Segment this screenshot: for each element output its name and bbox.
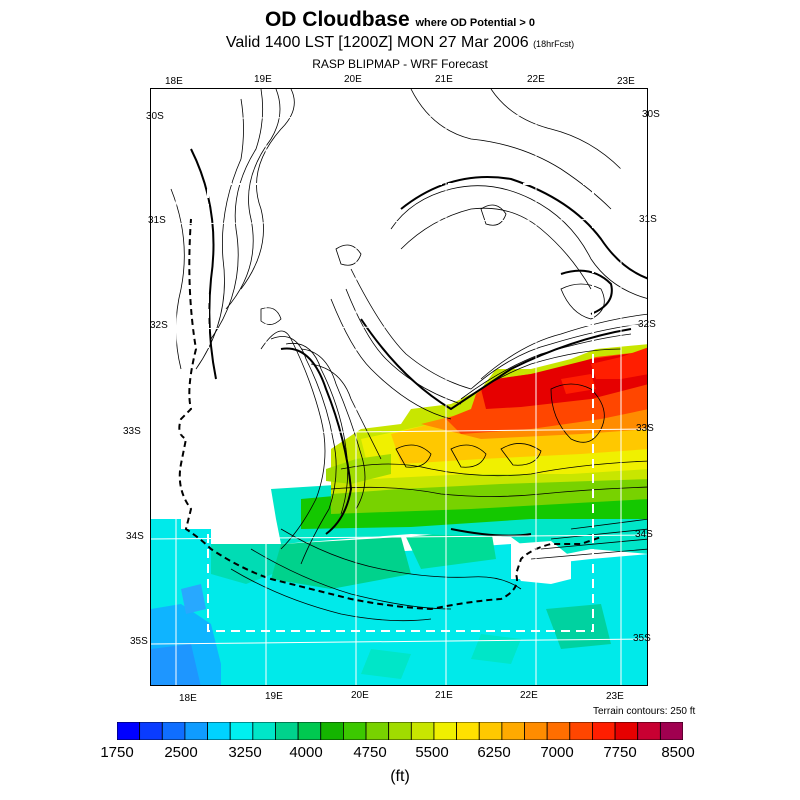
- lon-label-bottom: 18E: [179, 693, 197, 704]
- colorbar-swatch: [275, 722, 299, 740]
- colorbar-label: 7750: [603, 744, 637, 761]
- colorbar-swatch: [433, 722, 457, 740]
- colorbar-swatch: [229, 722, 254, 740]
- valid-time: Valid 1400 LST [1200Z] MON 27 Mar 2006 (…: [225, 34, 575, 51]
- colorbar-swatch: [637, 722, 661, 740]
- thick-contours: [190, 148, 647, 537]
- lat-label-left: 30S: [146, 111, 164, 122]
- lat-label-left: 35S: [130, 636, 148, 647]
- lat-label-right: 33S: [636, 423, 654, 434]
- inner-domain-box: [207, 183, 594, 632]
- colorbar-swatch: [207, 722, 231, 740]
- title-qualifier: where OD Potential > 0: [415, 17, 536, 29]
- lon-label-top: 22E: [527, 74, 545, 85]
- lat-label-right: 32S: [638, 319, 656, 330]
- lat-label-right: 35S: [633, 633, 651, 644]
- forecast-map[interactable]: [150, 88, 648, 686]
- colorbar-label: 4750: [353, 744, 387, 761]
- colorbar-swatch: [388, 722, 412, 740]
- colorbar-label: 8500: [661, 744, 695, 761]
- coastline: [178, 218, 602, 611]
- lat-label-left: 31S: [148, 215, 166, 226]
- colorbar-label: 6250: [477, 744, 511, 761]
- colorbar-swatch: [117, 722, 141, 740]
- lat-label-right: 30S: [642, 109, 660, 120]
- lon-label-bottom: 22E: [520, 690, 538, 701]
- lon-label-top: 21E: [435, 74, 453, 85]
- colorbar-swatch: [614, 722, 639, 740]
- lon-label-bottom: 23E: [606, 691, 624, 702]
- colorbar: [117, 722, 683, 740]
- colorbar-swatch: [569, 722, 593, 740]
- lat-label-left: 32S: [150, 320, 168, 331]
- map-title: OD Cloudbase where OD Potential > 0: [264, 8, 536, 31]
- colorbar-units: (ft): [390, 768, 410, 785]
- lon-label-bottom: 19E: [265, 691, 283, 702]
- colorbar-swatch: [546, 722, 571, 740]
- colorbar-swatch: [592, 722, 616, 740]
- lon-label-top: 19E: [254, 74, 272, 85]
- colorbar-label: 1750: [100, 744, 134, 761]
- colorbar-label: 3250: [228, 744, 262, 761]
- cloudbase-shading: [151, 344, 647, 685]
- colorbar-label: 4000: [289, 744, 323, 761]
- graticule: [151, 89, 647, 685]
- colorbar-swatch: [161, 722, 186, 740]
- colorbar-swatch: [184, 722, 208, 740]
- lat-label-right: 34S: [635, 529, 653, 540]
- colorbar-swatch: [410, 722, 435, 740]
- lat-label-right: 31S: [639, 214, 657, 225]
- terrain-contour-note: Terrain contours: 250 ft: [593, 706, 696, 717]
- colorbar-swatch: [342, 722, 367, 740]
- colorbar-swatch: [252, 722, 276, 740]
- colorbar-swatch: [139, 722, 163, 740]
- colorbar-swatch: [297, 722, 322, 740]
- lon-label-top: 18E: [165, 76, 183, 87]
- lon-label-bottom: 20E: [351, 690, 369, 701]
- source-label: RASP BLIPMAP - WRF Forecast: [312, 57, 488, 71]
- colorbar-swatch: [659, 722, 683, 740]
- lat-label-left: 33S: [123, 426, 141, 437]
- lon-label-bottom: 21E: [435, 690, 453, 701]
- forecast-hour: (18hrFcst): [533, 39, 575, 49]
- lon-label-top: 20E: [344, 74, 362, 85]
- map-canvas: [151, 89, 647, 685]
- lon-label-top: 23E: [617, 76, 635, 87]
- terrain-contours: [170, 89, 647, 622]
- colorbar-label: 5500: [415, 744, 449, 761]
- lat-label-left: 34S: [126, 531, 144, 542]
- colorbar-swatch: [478, 722, 503, 740]
- colorbar-swatch: [524, 722, 548, 740]
- colorbar-swatch: [365, 722, 390, 740]
- colorbar-label: 2500: [164, 744, 198, 761]
- colorbar-swatch: [456, 722, 480, 740]
- colorbar-swatch: [320, 722, 344, 740]
- colorbar-label: 7000: [540, 744, 574, 761]
- colorbar-swatch: [501, 722, 525, 740]
